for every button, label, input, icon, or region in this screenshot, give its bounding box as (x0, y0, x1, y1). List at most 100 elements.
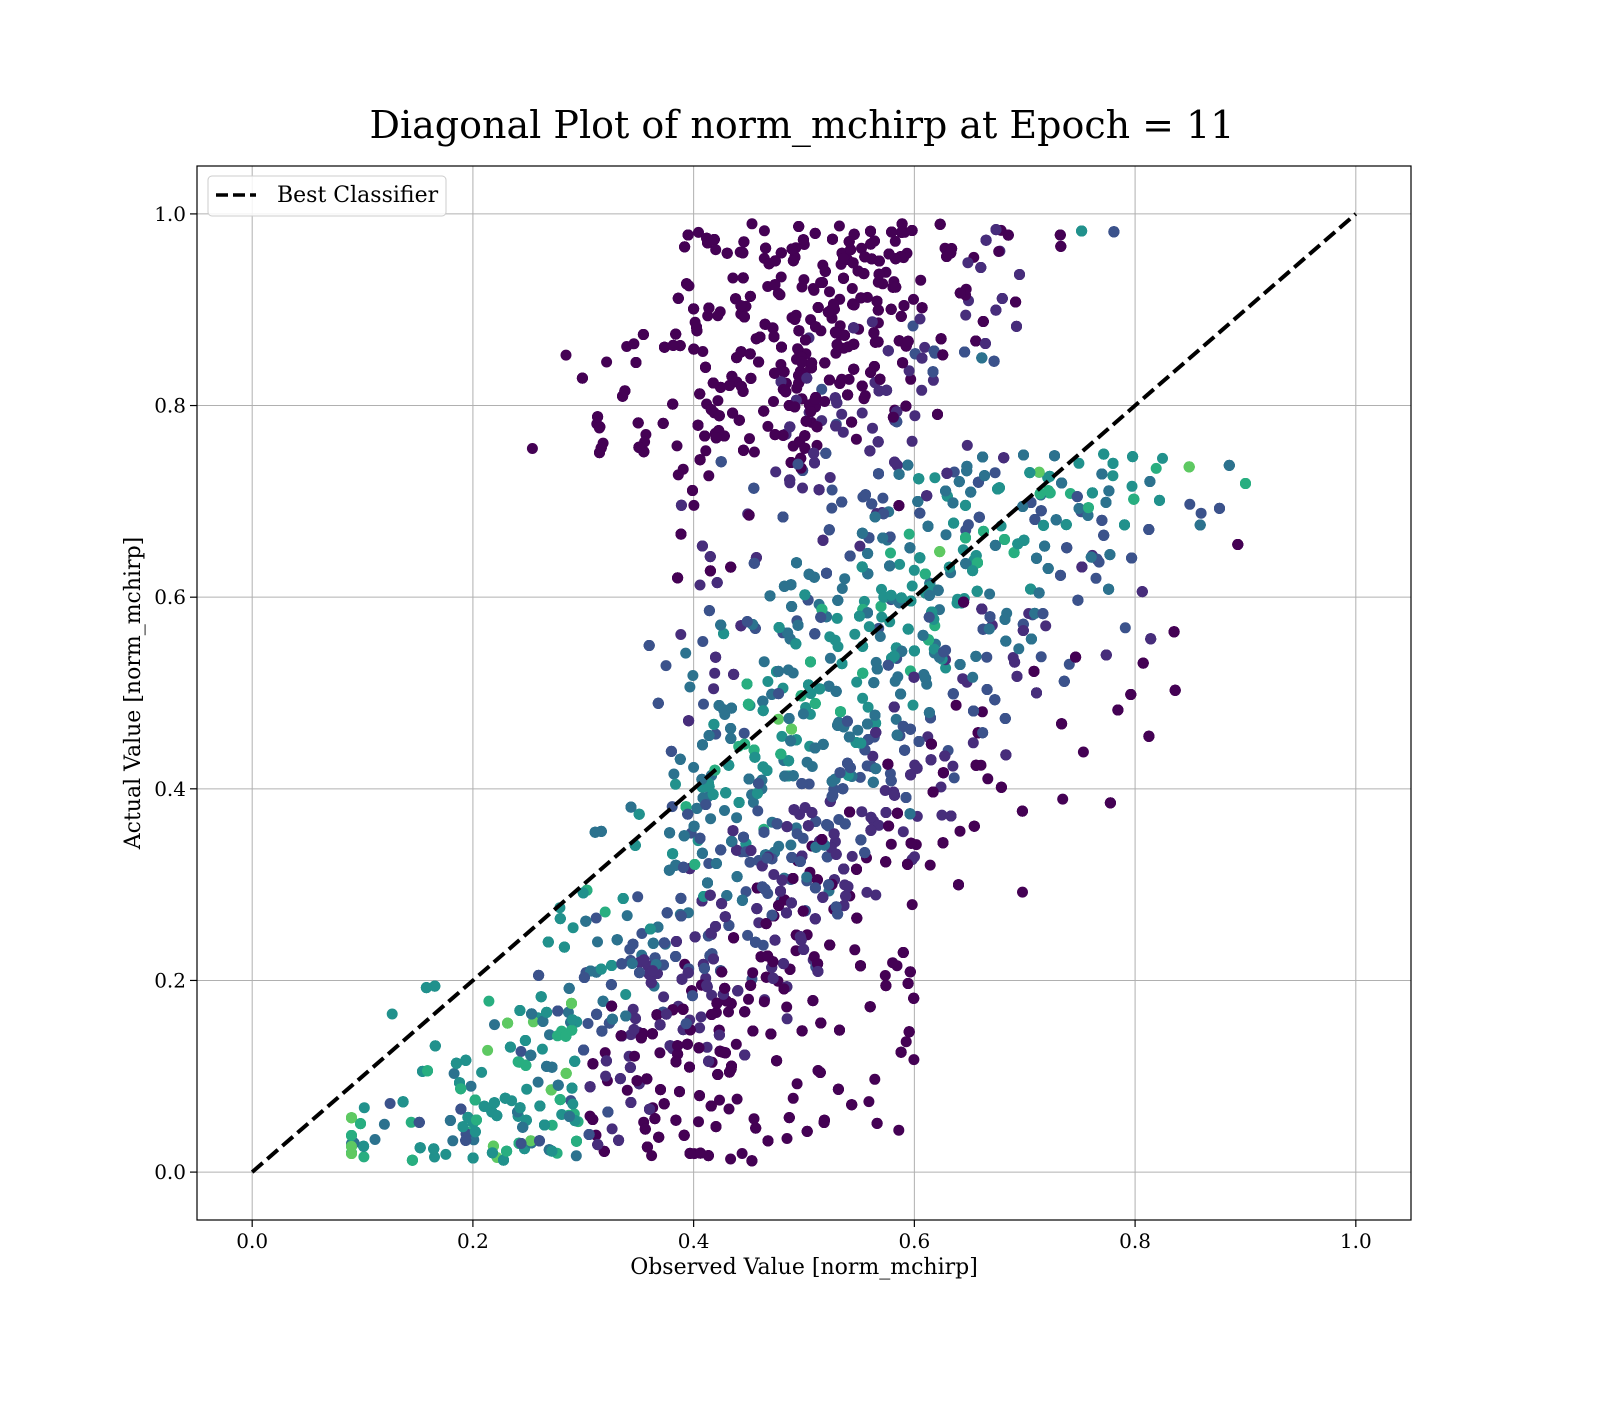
scatter-point (838, 253, 849, 264)
scatter-point (825, 472, 836, 483)
scatter-point (825, 653, 836, 664)
scatter-point (1003, 230, 1014, 241)
scatter-point (863, 1096, 874, 1107)
scatter-point (861, 887, 872, 898)
scatter-point (1056, 718, 1067, 729)
scatter-point (759, 656, 770, 667)
scatter-point (1055, 570, 1066, 581)
scatter-point (744, 774, 755, 785)
scatter-point (745, 980, 756, 991)
scatter-point (883, 345, 894, 356)
scatter-point (800, 335, 811, 346)
scatter-point (358, 1151, 369, 1162)
scatter-point (688, 303, 699, 314)
scatter-point (1127, 481, 1138, 492)
scatter-point (698, 699, 709, 710)
scatter-point (904, 542, 915, 553)
scatter-point (709, 668, 720, 679)
scatter-point (785, 840, 796, 851)
scatter-point (810, 698, 821, 709)
scatter-point (1184, 499, 1195, 510)
scatter-point (886, 227, 897, 238)
scatter-point (414, 1117, 425, 1128)
scatter-point (1072, 595, 1083, 606)
scatter-point (977, 727, 988, 738)
scatter-point (720, 787, 731, 798)
scatter-point (594, 421, 605, 432)
scatter-point (678, 862, 689, 873)
scatter-point (566, 1025, 577, 1036)
scatter-point (385, 1098, 396, 1109)
scatter-point (989, 356, 1000, 367)
scatter-point (1120, 622, 1131, 633)
scatter-point (990, 467, 1001, 478)
scatter-point (471, 1115, 482, 1126)
scatter-point (606, 960, 617, 971)
scatter-point (746, 1155, 757, 1166)
scatter-point (848, 339, 859, 350)
scatter-point (907, 225, 918, 236)
scatter-point (896, 1047, 907, 1058)
scatter-point (651, 1009, 662, 1020)
scatter-point (695, 833, 706, 844)
scatter-point (758, 761, 769, 772)
scatter-point (739, 728, 750, 739)
scatter-point (972, 586, 983, 597)
scatter-point (679, 1130, 690, 1141)
scatter-point (705, 551, 716, 562)
scatter-point (631, 357, 642, 368)
scatter-point (1000, 614, 1011, 625)
scatter-point (834, 221, 845, 232)
scatter-point (819, 1117, 830, 1128)
scatter-point (951, 700, 962, 711)
scatter-point (1128, 494, 1139, 505)
scatter-point (870, 337, 881, 348)
scatter-point (926, 754, 937, 765)
scatter-point (751, 903, 762, 914)
scatter-point (553, 1080, 564, 1091)
scatter-point (905, 966, 916, 977)
scatter-point (849, 944, 860, 955)
scatter-point (859, 847, 870, 858)
scatter-point (668, 769, 679, 780)
scatter-point (587, 1114, 598, 1125)
scatter-point (633, 417, 644, 428)
scatter-point (649, 1113, 660, 1124)
scatter-point (706, 1009, 717, 1020)
scatter-point (594, 447, 605, 458)
scatter-point (734, 797, 745, 808)
scatter-point (606, 979, 617, 990)
scatter-point (900, 401, 911, 412)
scatter-point (981, 652, 992, 663)
scatter-point (836, 409, 847, 420)
scatter-point (359, 1102, 370, 1113)
scatter-point (881, 807, 892, 818)
scatter-point (872, 296, 883, 307)
scatter-point (697, 739, 708, 750)
scatter-point (633, 442, 644, 453)
scatter-point (898, 826, 909, 837)
scatter-point (398, 1096, 409, 1107)
scatter-point (694, 1090, 705, 1101)
scatter-point (681, 1018, 692, 1029)
scatter-point (810, 321, 821, 332)
scatter-point (884, 560, 895, 571)
scatter-point (745, 291, 756, 302)
scatter-point (489, 1097, 500, 1108)
scatter-point (962, 440, 973, 451)
scatter-point (857, 381, 868, 392)
scatter-point (793, 620, 804, 631)
scatter-point (832, 613, 843, 624)
scatter-point (742, 679, 753, 690)
scatter-point (985, 611, 996, 622)
scatter-point (924, 590, 935, 601)
scatter-point (691, 322, 702, 333)
scatter-point (1076, 226, 1087, 237)
scatter-point (1096, 469, 1107, 480)
scatter-point (823, 879, 834, 890)
scatter-point (736, 381, 747, 392)
scatter-point (907, 581, 918, 592)
scatter-point (539, 1120, 550, 1131)
scatter-point (700, 362, 711, 373)
scatter-point (744, 433, 755, 444)
